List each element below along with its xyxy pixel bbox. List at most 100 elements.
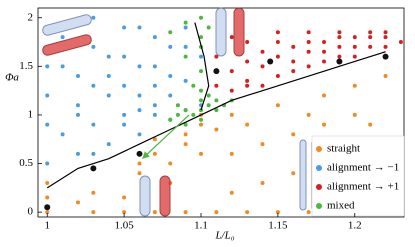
point bbox=[152, 83, 157, 88]
legend-label: alignment → +1 bbox=[327, 181, 399, 193]
y-tick-label: 2 bbox=[28, 11, 34, 23]
point bbox=[122, 210, 127, 215]
point bbox=[122, 25, 127, 30]
point bbox=[291, 132, 296, 137]
point bbox=[214, 127, 219, 132]
y-tick-label: 1.5 bbox=[19, 60, 33, 72]
point bbox=[45, 195, 50, 200]
point bbox=[91, 151, 96, 156]
point bbox=[183, 122, 188, 127]
point bbox=[275, 30, 280, 35]
point bbox=[75, 151, 80, 156]
point bbox=[183, 54, 188, 59]
point bbox=[106, 54, 111, 59]
point bbox=[45, 122, 50, 127]
point bbox=[275, 74, 280, 79]
special-point bbox=[90, 165, 97, 172]
point bbox=[352, 54, 357, 59]
point bbox=[245, 83, 250, 88]
point bbox=[322, 93, 327, 98]
x-tick-label: 1.15 bbox=[268, 220, 288, 232]
point bbox=[275, 40, 280, 45]
point bbox=[245, 210, 250, 215]
point bbox=[122, 54, 127, 59]
point bbox=[91, 83, 96, 88]
special-point bbox=[44, 204, 51, 211]
point bbox=[199, 117, 204, 122]
point bbox=[191, 83, 196, 88]
point bbox=[337, 44, 342, 49]
point bbox=[383, 44, 388, 49]
point bbox=[152, 35, 157, 40]
point bbox=[106, 74, 111, 79]
point bbox=[175, 112, 180, 117]
point bbox=[260, 142, 265, 147]
point bbox=[306, 40, 311, 45]
point bbox=[122, 112, 127, 117]
y-tick-label: 0 bbox=[28, 206, 34, 218]
x-tick-label: 1 bbox=[44, 220, 50, 232]
point bbox=[168, 74, 173, 79]
point bbox=[229, 151, 234, 156]
point bbox=[199, 15, 204, 20]
point bbox=[168, 30, 173, 35]
point bbox=[260, 49, 265, 54]
point bbox=[45, 161, 50, 166]
legend-marker bbox=[316, 203, 322, 209]
point bbox=[106, 93, 111, 98]
point bbox=[60, 35, 65, 40]
point bbox=[122, 195, 127, 200]
point bbox=[75, 103, 80, 108]
point bbox=[137, 93, 142, 98]
point bbox=[245, 40, 250, 45]
point bbox=[275, 103, 280, 108]
point bbox=[291, 69, 296, 74]
point bbox=[229, 35, 234, 40]
point bbox=[245, 59, 250, 64]
legend-label: alignment → −1 bbox=[327, 162, 399, 174]
point bbox=[206, 25, 211, 30]
point bbox=[191, 112, 196, 117]
point bbox=[183, 210, 188, 215]
point bbox=[337, 35, 342, 40]
point bbox=[322, 49, 327, 54]
point bbox=[229, 88, 234, 93]
point bbox=[183, 20, 188, 25]
point bbox=[383, 30, 388, 35]
point bbox=[75, 112, 80, 117]
x-axis-label: L/L₀ bbox=[214, 230, 234, 242]
point bbox=[383, 74, 388, 79]
point bbox=[199, 98, 204, 103]
point bbox=[137, 171, 142, 176]
point bbox=[245, 78, 250, 83]
point bbox=[91, 44, 96, 49]
point bbox=[45, 180, 50, 185]
point bbox=[60, 64, 65, 69]
point bbox=[45, 64, 50, 69]
point bbox=[229, 190, 234, 195]
point bbox=[183, 108, 188, 113]
point bbox=[368, 35, 373, 40]
point bbox=[306, 210, 311, 215]
point bbox=[206, 103, 211, 108]
point bbox=[60, 132, 65, 137]
point bbox=[306, 64, 311, 69]
point bbox=[214, 54, 219, 59]
point bbox=[291, 44, 296, 49]
point bbox=[122, 83, 127, 88]
x-tick-label: 1.05 bbox=[114, 220, 134, 232]
point bbox=[245, 122, 250, 127]
point bbox=[368, 44, 373, 49]
special-point bbox=[267, 58, 274, 65]
point bbox=[91, 122, 96, 127]
marks bbox=[44, 15, 403, 215]
x-tick-label: 1.2 bbox=[348, 220, 362, 232]
point bbox=[291, 59, 296, 64]
point bbox=[352, 44, 357, 49]
y-axis-label: Φa bbox=[5, 72, 19, 84]
point bbox=[152, 103, 157, 108]
point bbox=[137, 64, 142, 69]
point bbox=[199, 122, 204, 127]
point bbox=[152, 64, 157, 69]
